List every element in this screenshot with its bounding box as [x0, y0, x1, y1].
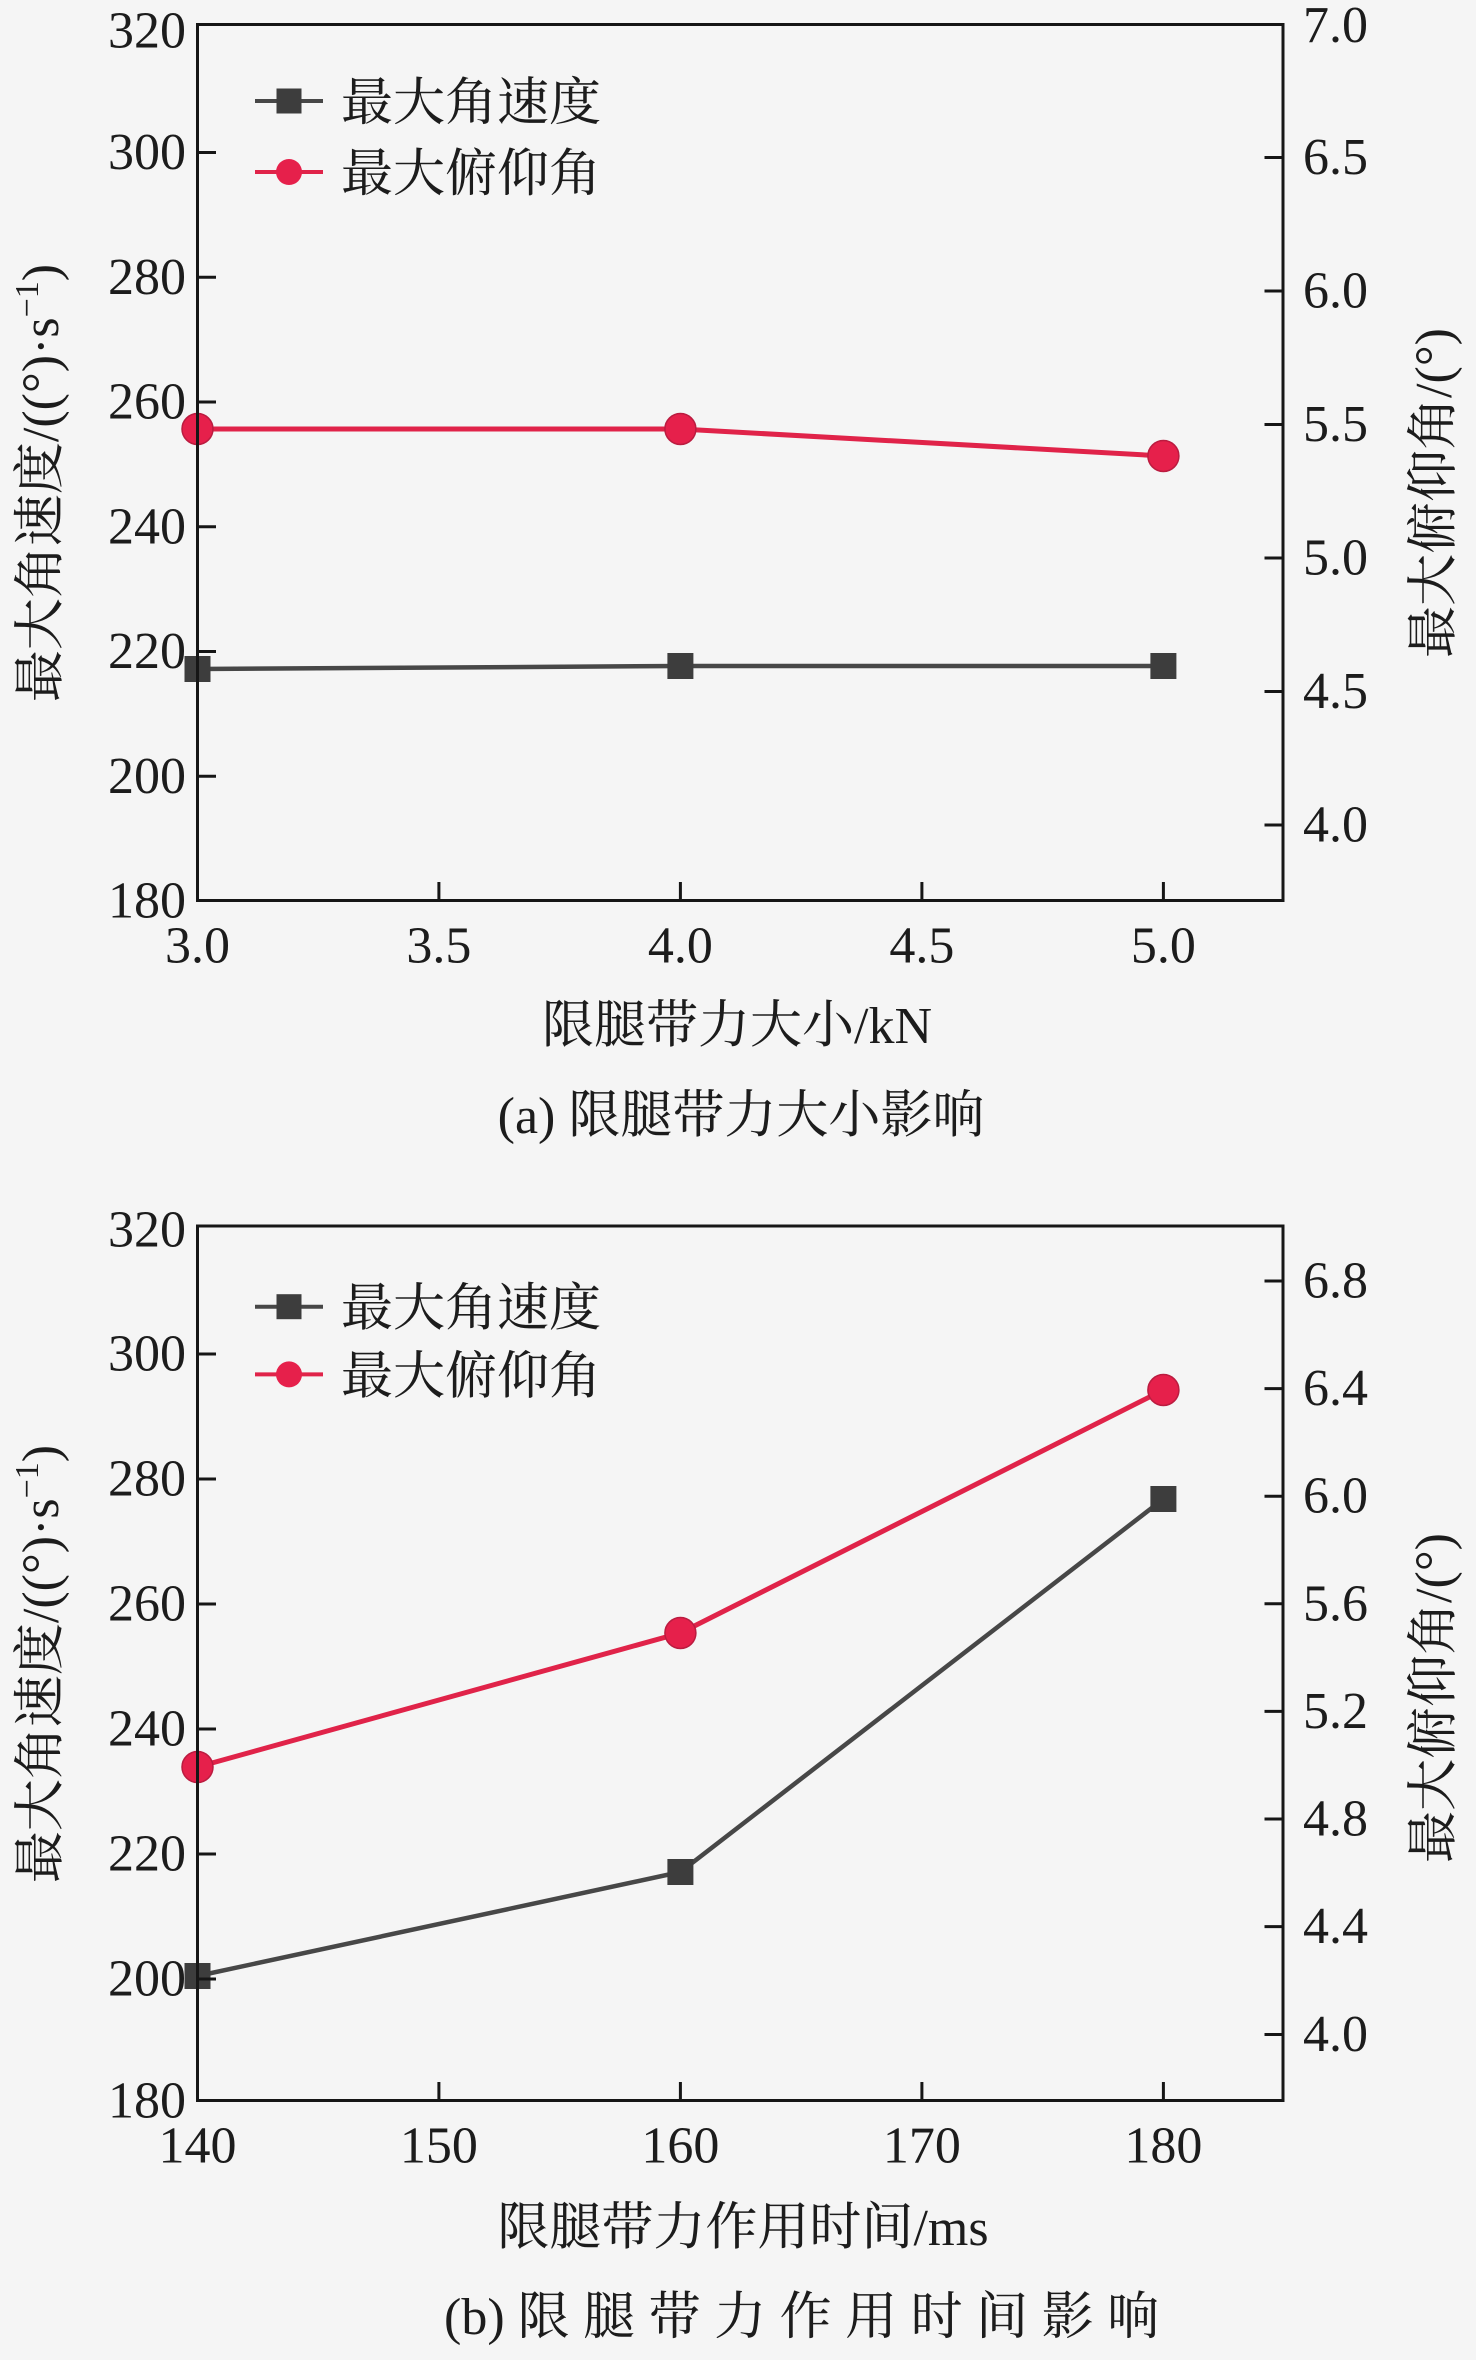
- svg-text:260: 260: [108, 374, 186, 431]
- svg-text:220: 220: [108, 623, 186, 680]
- svg-text:320: 320: [108, 1202, 186, 1259]
- svg-text:限腿带力作用时间/ms: 限腿带力作用时间/ms: [497, 2200, 988, 2257]
- svg-text:4.4: 4.4: [1303, 1898, 1368, 1955]
- svg-text:4.5: 4.5: [1303, 663, 1368, 720]
- svg-text:(a) 限腿带力大小影响: (a) 限腿带力大小影响: [498, 1088, 985, 1145]
- svg-text:最大角速度/((°)·s−1): 最大角速度/((°)·s−1): [9, 1445, 70, 1883]
- svg-text:4.8: 4.8: [1303, 1791, 1368, 1848]
- svg-text:6.0: 6.0: [1303, 263, 1368, 320]
- svg-text:220: 220: [108, 1826, 186, 1883]
- svg-text:7.0: 7.0: [1303, 0, 1368, 54]
- svg-text:最大俯仰角/(°): 最大俯仰角/(°): [1406, 1533, 1463, 1863]
- svg-text:最大俯仰角: 最大俯仰角: [341, 1348, 601, 1405]
- svg-text:160: 160: [641, 2118, 719, 2175]
- svg-text:6.0: 6.0: [1303, 1468, 1368, 1525]
- svg-text:最大角速度/((°)·s−1): 最大角速度/((°)·s−1): [9, 264, 70, 702]
- svg-text:6.8: 6.8: [1303, 1253, 1368, 1310]
- svg-text:320: 320: [108, 3, 186, 60]
- svg-text:140: 140: [159, 2118, 237, 2175]
- svg-text:200: 200: [108, 748, 186, 805]
- svg-text:6.5: 6.5: [1303, 129, 1368, 186]
- svg-text:180: 180: [108, 2073, 186, 2130]
- svg-text:5.2: 5.2: [1303, 1683, 1368, 1740]
- svg-text:200: 200: [108, 1951, 186, 2008]
- svg-text:(b) 限腿带力作用时间影响: (b) 限腿带力作用时间影响: [444, 2289, 1173, 2346]
- svg-text:5.0: 5.0: [1131, 918, 1196, 975]
- svg-text:240: 240: [108, 1701, 186, 1758]
- svg-text:最大俯仰角/(°): 最大俯仰角/(°): [1406, 328, 1463, 658]
- svg-text:180: 180: [1124, 2118, 1202, 2175]
- svg-text:6.4: 6.4: [1303, 1360, 1368, 1417]
- svg-text:300: 300: [108, 1326, 186, 1383]
- svg-text:3.0: 3.0: [165, 918, 230, 975]
- svg-text:280: 280: [108, 1451, 186, 1508]
- svg-text:最大角速度: 最大角速度: [341, 1281, 601, 1338]
- svg-text:最大角速度: 最大角速度: [341, 75, 601, 132]
- svg-text:5.5: 5.5: [1303, 396, 1368, 453]
- svg-text:4.0: 4.0: [1303, 797, 1368, 854]
- svg-text:240: 240: [108, 498, 186, 555]
- svg-text:3.5: 3.5: [406, 918, 471, 975]
- svg-text:4.0: 4.0: [1303, 2006, 1368, 2063]
- svg-text:260: 260: [108, 1576, 186, 1633]
- svg-text:最大俯仰角: 最大俯仰角: [341, 146, 601, 203]
- svg-text:5.6: 5.6: [1303, 1575, 1368, 1632]
- svg-text:180: 180: [108, 873, 186, 930]
- svg-text:5.0: 5.0: [1303, 530, 1368, 587]
- svg-text:170: 170: [883, 2118, 961, 2175]
- svg-text:限腿带力大小/kN: 限腿带力大小/kN: [542, 998, 932, 1055]
- svg-text:300: 300: [108, 124, 186, 181]
- svg-text:150: 150: [400, 2118, 478, 2175]
- svg-text:4.5: 4.5: [889, 918, 954, 975]
- svg-text:280: 280: [108, 249, 186, 306]
- svg-text:4.0: 4.0: [648, 918, 713, 975]
